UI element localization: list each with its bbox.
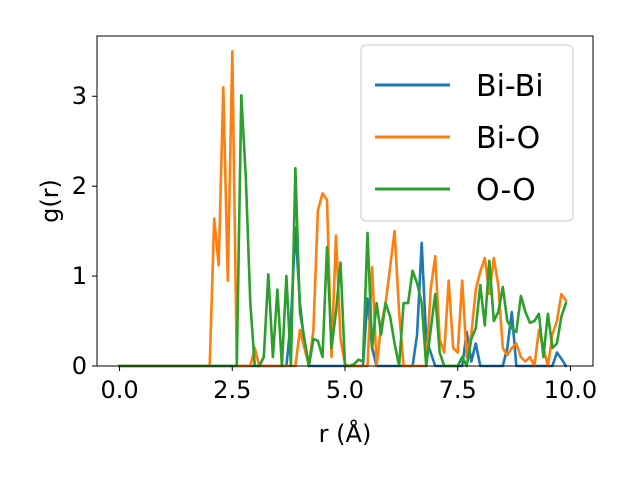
y-axis: 0 1 2 3 [72, 82, 97, 380]
y-tick-label: 1 [72, 262, 87, 290]
y-tick-label: 2 [72, 172, 87, 200]
x-tick-label: 0.0 [100, 376, 138, 404]
y-axis-label: g(r) [36, 179, 64, 223]
legend-label-bi-o: Bi-O [476, 121, 540, 156]
x-axis-label: r (Å) [319, 419, 372, 448]
series-line-o-o [118, 94, 568, 368]
legend-box [360, 44, 574, 222]
legend-label-o-o: O-O [476, 173, 536, 208]
y-tick-label: 3 [72, 82, 87, 110]
y-tick-label: 0 [72, 352, 87, 380]
x-tick-label: 10.0 [544, 376, 597, 404]
legend: Bi-Bi Bi-O O-O [360, 44, 574, 222]
x-tick-label: 7.5 [439, 376, 477, 404]
x-tick-label: 2.5 [213, 376, 251, 404]
x-tick-label: 5.0 [326, 376, 364, 404]
legend-label-bi-bi: Bi-Bi [476, 69, 544, 104]
x-axis: 0.0 2.5 5.0 7.5 10.0 [100, 366, 597, 404]
